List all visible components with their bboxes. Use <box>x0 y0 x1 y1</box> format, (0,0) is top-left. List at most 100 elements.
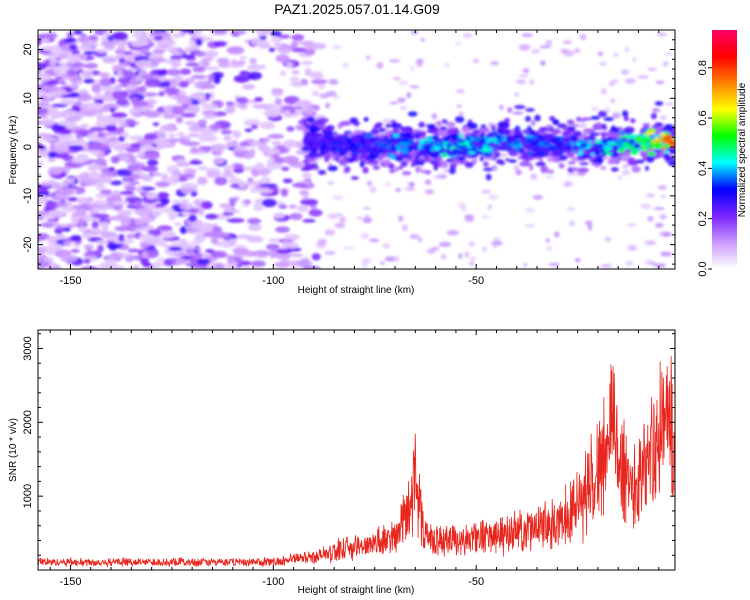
spectrogram-cell <box>62 226 71 232</box>
spectrogram-cell <box>550 146 558 151</box>
spectrogram-cell <box>283 109 291 119</box>
spectrogram-cell <box>479 138 487 143</box>
spectrogram-cell <box>545 39 553 47</box>
spectrogram-cell <box>211 250 227 259</box>
spectrogram-cell <box>246 64 262 71</box>
spectrogram-cell <box>594 163 600 168</box>
spectrogram-cell <box>642 146 650 151</box>
spectrogram-cell <box>271 88 284 93</box>
spectrogram-y-ticks: -20 -10 0 10 20 <box>22 29 675 265</box>
spectrogram-cell <box>419 138 425 145</box>
spectrogram-cell <box>145 191 158 200</box>
spectrogram-cell <box>66 59 77 65</box>
spectrogram-cell <box>660 213 667 220</box>
spectrogram-cell <box>251 168 260 177</box>
spectrogram-cell <box>496 135 502 139</box>
spectrogram-cell <box>624 146 630 149</box>
spectrogram-cell <box>548 262 561 267</box>
spectrogram-cell <box>49 109 61 118</box>
spectrogram-cell <box>258 178 271 185</box>
y-tick-label: 0 <box>22 144 34 150</box>
spectrogram-cell <box>291 40 298 50</box>
spectrogram-cell <box>141 186 156 191</box>
spectrogram-cell <box>472 129 480 136</box>
spectrogram-cell <box>339 120 352 126</box>
spectrogram-cell <box>232 130 242 139</box>
spectrogram-cell <box>325 153 331 161</box>
spectrogram-cell <box>422 130 427 138</box>
spectrogram-cell <box>324 134 330 140</box>
spectrogram-cell <box>140 31 148 37</box>
spectrogram-cell <box>546 133 555 139</box>
snr-frame <box>37 329 676 571</box>
spectrogram-cell <box>408 145 413 152</box>
spectrogram-cell <box>603 156 609 160</box>
spectrogram-cell <box>389 101 399 105</box>
spectrogram-cell <box>632 57 637 63</box>
spectrogram-cell <box>392 133 400 138</box>
spectrogram-cell <box>64 116 81 122</box>
spectrogram-cell <box>53 144 69 154</box>
spectrogram-cell <box>627 244 638 251</box>
spectrogram-cell <box>317 84 326 89</box>
spectrogram-cell <box>637 75 649 79</box>
spectrogram-cell <box>210 226 223 234</box>
spectrogram-cell <box>51 103 68 108</box>
spectrogram-cell <box>225 141 239 149</box>
spectrogram-cell <box>431 246 440 251</box>
spectrogram-cell <box>334 222 346 229</box>
spectrogram-cell <box>440 152 448 158</box>
spectrogram-cell <box>233 74 250 83</box>
spectrogram-cell <box>664 156 671 163</box>
spectrogram-cell <box>45 79 60 86</box>
spectrogram-cell <box>193 30 203 35</box>
spectrogram-cell <box>100 41 116 47</box>
spectrogram-cell <box>291 34 305 41</box>
spectrogram-cell <box>625 134 636 139</box>
spectrogram-cell <box>621 69 630 75</box>
spectrogram-cell <box>46 243 64 251</box>
spectrogram-cell <box>546 169 555 174</box>
spectrogram-cell <box>64 37 77 43</box>
spectrogram-cell <box>343 168 350 174</box>
spectrogram-cell <box>160 32 172 38</box>
spectrogram-cell <box>273 42 282 49</box>
spectrogram-cell <box>298 190 310 195</box>
spectrogram-cell <box>494 151 501 158</box>
spectrogram-cell <box>599 61 607 66</box>
spectrogram-cell <box>175 162 192 167</box>
spectrogram-cell <box>118 126 125 133</box>
spectrogram-cell <box>74 79 83 85</box>
x-tick-label: -50 <box>468 576 484 588</box>
spectrogram-cell <box>335 157 340 162</box>
spectrogram-cell <box>121 142 132 149</box>
spectrogram-cell <box>518 45 530 51</box>
spectrogram-cell <box>362 206 372 210</box>
spectrogram-cell <box>662 232 673 237</box>
spectrogram-cell <box>653 137 660 141</box>
spectrogram-cell <box>626 223 637 227</box>
spectrogram-cell <box>176 132 185 137</box>
spectrogram-cell <box>623 115 629 122</box>
spectrogram-cell <box>205 248 214 254</box>
spectrogram-cell <box>142 176 154 182</box>
spectrogram-cell <box>603 145 613 151</box>
spectrogram-cell <box>114 169 133 177</box>
spectrogram-cell <box>198 97 207 105</box>
spectrogram-cell <box>616 139 624 143</box>
spectrogram-cell <box>197 165 208 171</box>
spectrogram-cell <box>171 106 185 115</box>
spectrogram-cell <box>134 227 150 232</box>
spectrogram-cell <box>575 132 582 136</box>
spectrogram-cell <box>41 214 57 220</box>
spectrogram-cell <box>196 176 208 186</box>
colorbar-tick-label: 0.4 <box>697 161 709 176</box>
spectrogram-cell <box>144 78 163 87</box>
spectrogram-cell <box>609 79 620 84</box>
spectrogram-cell <box>388 163 395 170</box>
spectrogram-cell <box>584 130 589 136</box>
spectrogram-cell <box>172 32 182 39</box>
spectrogram-cell <box>309 71 324 80</box>
spectrogram-cell <box>118 136 125 142</box>
spectrogram-cell <box>529 140 538 146</box>
